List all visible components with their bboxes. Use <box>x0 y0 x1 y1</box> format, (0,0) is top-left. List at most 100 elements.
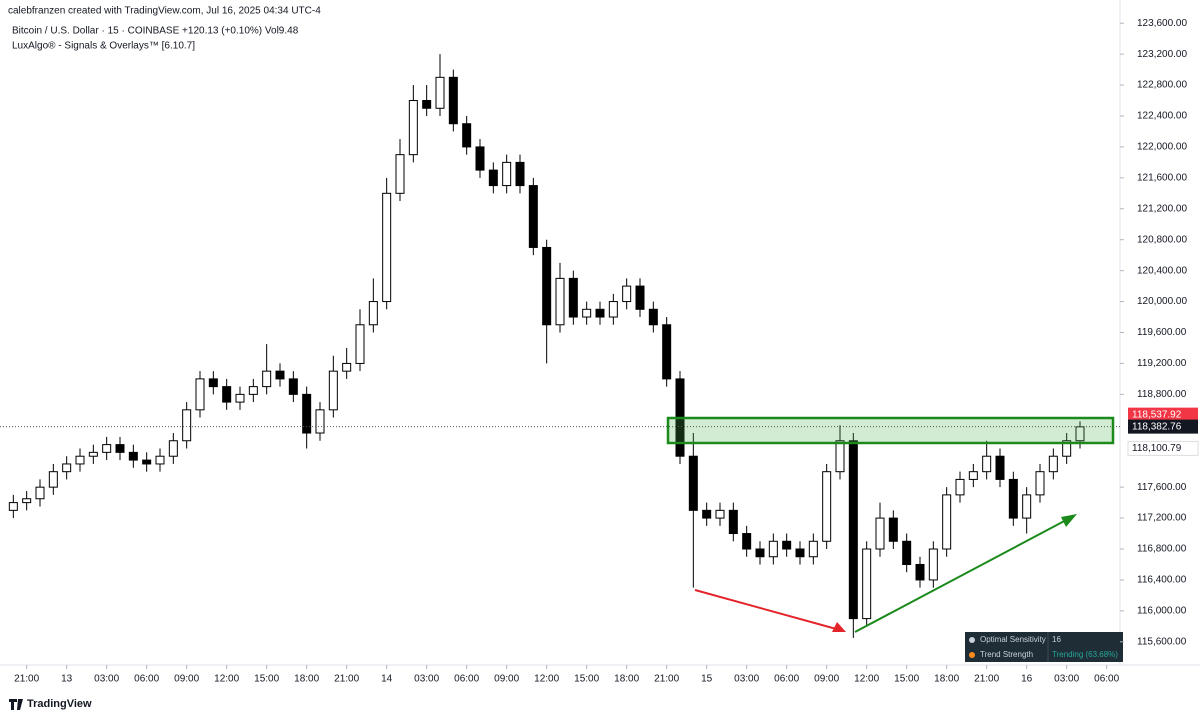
candle-body <box>235 393 245 403</box>
candle-body <box>222 386 232 403</box>
candle-body <box>395 154 405 194</box>
candle-body <box>662 324 672 380</box>
candle-body <box>168 440 178 457</box>
candle-body <box>568 277 578 318</box>
panel-label: Optimal Sensitivity <box>980 635 1046 644</box>
plot <box>8 54 1085 638</box>
candle-body <box>702 509 712 519</box>
candle-body <box>435 76 445 109</box>
y-tick-label: 123,200.00 <box>1137 49 1187 60</box>
x-tick-label: 21:00 <box>14 674 39 685</box>
candle-body <box>795 548 805 558</box>
y-tick-label: 122,000.00 <box>1137 142 1187 153</box>
x-tick-label: 15:00 <box>574 674 599 685</box>
x-tick-label: 09:00 <box>174 674 199 685</box>
candle-body <box>502 161 512 187</box>
candle-body <box>608 301 618 318</box>
price-label-box <box>1127 440 1199 456</box>
candle-body <box>275 370 285 380</box>
price-label: 118,382.76 <box>1132 421 1182 432</box>
x-tick-label: 12:00 <box>854 674 879 685</box>
candle-body <box>48 471 58 488</box>
y-tick-label: 121,600.00 <box>1137 172 1187 183</box>
resistance-zone <box>666 416 1115 445</box>
candle-body <box>75 455 85 465</box>
x-tick-label: 09:00 <box>494 674 519 685</box>
price-label: 118,100.79 <box>1132 443 1182 454</box>
candle-body <box>1035 471 1045 496</box>
y-tick-label: 116,400.00 <box>1137 575 1187 586</box>
candle-body <box>382 192 392 303</box>
candle-body <box>528 185 538 248</box>
candle-body <box>742 533 752 550</box>
x-tick-label: 21:00 <box>654 674 679 685</box>
y-tick-label: 122,400.00 <box>1137 111 1187 122</box>
x-tick-label: 06:00 <box>134 674 159 685</box>
candle-body <box>835 440 845 473</box>
candle-body <box>448 76 458 125</box>
trend-icon <box>969 652 975 658</box>
x-tick-label: 18:00 <box>934 674 959 685</box>
candle-body <box>1008 478 1018 519</box>
y-tick-label: 115,600.00 <box>1137 636 1187 647</box>
candle-body <box>648 308 658 326</box>
candle-body <box>982 455 992 473</box>
candle-body <box>635 285 645 310</box>
x-tick-label: 15:00 <box>894 674 919 685</box>
candle-body <box>462 123 472 148</box>
y-tick-label: 120,800.00 <box>1137 234 1187 245</box>
green-trend-arrow <box>854 517 1071 633</box>
candle-body <box>422 100 432 109</box>
panel-value: Trending (63.68%) <box>1052 650 1118 659</box>
candle-body <box>1062 440 1072 457</box>
candle-body <box>328 370 338 411</box>
sensitivity-icon <box>969 637 975 643</box>
candle-body <box>808 540 818 558</box>
y-tick-label: 121,200.00 <box>1137 203 1187 214</box>
x-tick-label: 03:00 <box>1054 674 1079 685</box>
candle-body <box>475 146 485 171</box>
x-tick-label: 18:00 <box>614 674 639 685</box>
candle-body <box>408 100 418 156</box>
candle-body <box>355 324 365 364</box>
candle-body <box>915 563 925 581</box>
candle-body <box>128 451 138 461</box>
y-tick-label: 119,600.00 <box>1137 327 1187 338</box>
candle-body <box>728 509 738 535</box>
y-tick-label: 122,800.00 <box>1137 80 1187 91</box>
price-label: 118,537.92 <box>1132 409 1182 420</box>
price-label-box <box>1128 407 1198 422</box>
tv-logo <box>9 699 23 710</box>
x-tick-label: 21:00 <box>974 674 999 685</box>
candle-body <box>715 509 725 519</box>
x-tick-label: 13 <box>61 674 73 685</box>
candle-body <box>955 478 965 496</box>
candle-body <box>768 540 778 558</box>
candle-body <box>968 471 978 480</box>
price-label-box <box>1128 419 1198 434</box>
candle-body <box>102 444 112 453</box>
x-tick-label: 03:00 <box>94 674 119 685</box>
candle-body <box>142 459 152 465</box>
candle-body <box>8 502 18 511</box>
x-tick-label: 14 <box>381 674 393 685</box>
x-tick-label: 06:00 <box>454 674 479 685</box>
candle-body <box>488 169 498 187</box>
x-tick-label: 21:00 <box>334 674 359 685</box>
candle-body <box>262 370 272 388</box>
candle-body <box>302 393 312 434</box>
candle-body <box>155 455 165 465</box>
candle-body <box>342 362 352 372</box>
x-tick-label: 03:00 <box>414 674 439 685</box>
candle-body <box>288 378 298 395</box>
x-tick-label: 15 <box>701 674 713 685</box>
y-tick-label: 118,800.00 <box>1137 389 1187 400</box>
candle-body <box>542 246 552 326</box>
x-tick-label: 16 <box>1021 674 1033 685</box>
panel-label: Trend Strength <box>980 650 1033 659</box>
candle-body <box>622 285 632 303</box>
symbol-info: Bitcoin / U.S. Dollar · 15 · COINBASE +1… <box>12 26 299 37</box>
red-arrow-head <box>832 622 846 632</box>
candle-body <box>35 486 45 500</box>
